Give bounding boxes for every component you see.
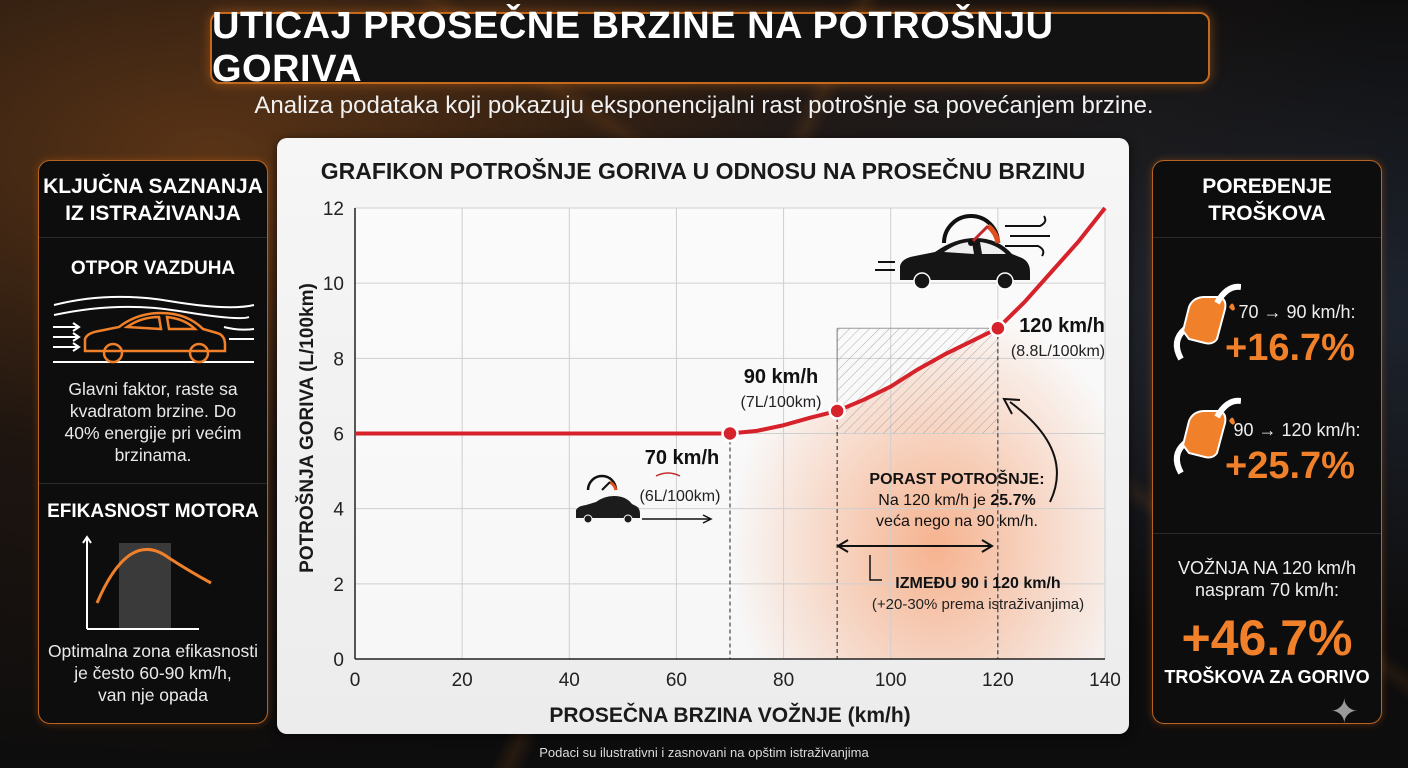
key-findings-title-line2: IZ ISTRAŽIVANJA [65,202,241,225]
air-resistance-text: Glavni faktor, raste sa kvadratom brzine… [47,378,259,466]
summary-value: +46.7% [1181,610,1353,666]
comparison-1-label: 70 → 90 km/h: [1238,302,1356,322]
key-findings-title: KLJUČNA SAZNANJA IZ ISTRAŽIVANJA [39,173,267,227]
key-findings-title-line1: KLJUČNA SAZNANJA [43,175,263,198]
air-resistance-text-line: 40% energije pri većim [64,423,242,443]
divider [39,237,267,238]
engine-efficiency-text-line: van nje opada [98,685,208,705]
cost-comparison-title-line2: TROŠKOVA [1208,202,1326,225]
summary-line2: naspram 70 km/h: [1194,580,1340,600]
footnote: Podaci su ilustrativni i zasnovani na op… [539,745,869,760]
summary-line3: TROŠKOVA ZA GORIVO [1164,667,1370,687]
cost-comparison-title-line1: POREĐENJE [1202,175,1332,198]
car-airflow-icon [53,295,255,364]
engine-efficiency-text: Optimalna zona efikasnosti je često 60-9… [47,640,259,706]
engine-efficiency-title: EFIKASNOST MOTORA [47,501,259,522]
efficiency-curve-icon [82,535,212,630]
fuel-nozzle-icon [1173,283,1241,361]
page-title: UTICAJ PROSEČNE BRZINE NA POTROŠNJU GORI… [212,5,1054,90]
engine-efficiency-text-line: Optimalna zona efikasnosti [47,641,259,661]
summary-line1: VOŽNJA NA 120 km/h [1177,558,1357,578]
key-findings-panel: KLJUČNA SAZNANJA IZ ISTRAŽIVANJA OTPOR V… [38,160,268,724]
comparison-1-value: +16.7% [1225,327,1355,369]
divider [1153,237,1381,238]
comparison-2-value: +25.7% [1225,445,1355,487]
air-resistance-text-line: brzinama. [114,445,192,465]
cost-comparison-title: POREĐENJE TROŠKOVA [1153,173,1381,227]
divider [39,483,267,484]
sparkle-icon: ✦ [1330,693,1359,731]
comparison-2-label: 90 → 120 km/h: [1233,420,1361,440]
chart-card [277,138,1129,734]
cost-comparison-panel: POREĐENJE TROŠKOVA 70 → 90 km/h: +16.7% … [1152,160,1382,724]
air-resistance-text-line: kvadratom brzine. Do [69,401,237,421]
air-resistance-title: OTPOR VAZDUHA [70,258,236,279]
engine-efficiency-text-line: je često 60-90 km/h, [74,663,232,683]
fuel-nozzle-icon [1173,397,1241,475]
chart-title: GRAFIKON POTROŠNJE GORIVA U ODNOSU NA PR… [320,158,1086,184]
page-subtitle: Analiza podataka koji pokazuju eksponenc… [254,92,1154,119]
divider [1153,533,1381,534]
air-resistance-text-line: Glavni faktor, raste sa [68,379,238,399]
title-banner: UTICAJ PROSEČNE BRZINE NA POTROŠNJU GORI… [210,5,1210,90]
